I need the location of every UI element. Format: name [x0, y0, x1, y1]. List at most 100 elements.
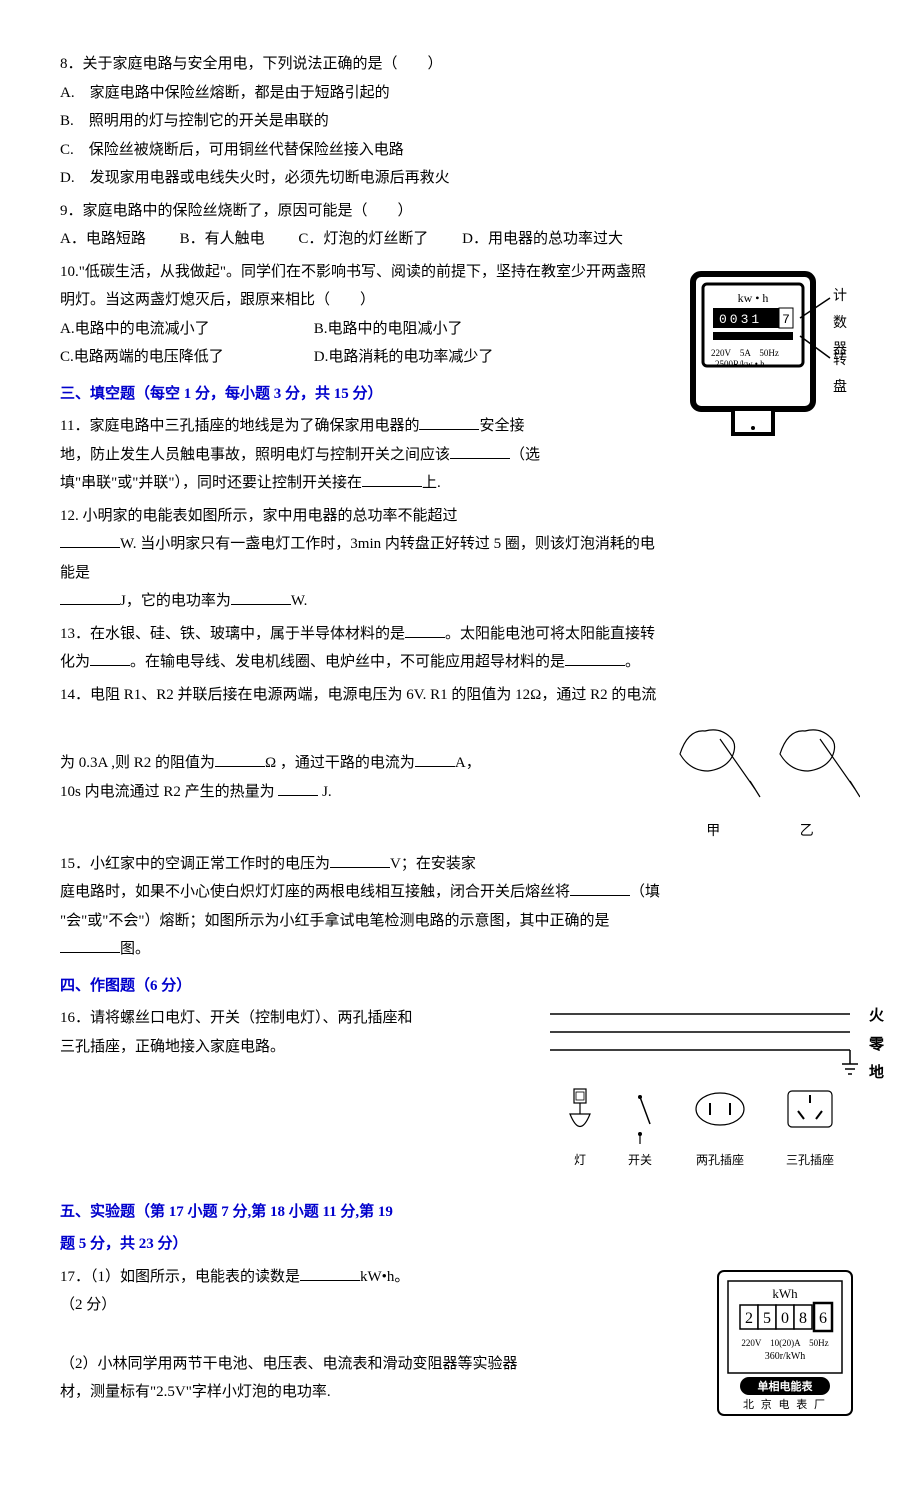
svg-text:6: 6 — [819, 1310, 827, 1327]
q14-c: Ω ，通过干路的电流为 — [265, 755, 415, 771]
svg-text:2: 2 — [745, 1310, 753, 1327]
blank — [231, 589, 291, 605]
circuit-svg: 灯 开关 两孔插座 三孔插座 — [550, 1004, 860, 1179]
label-fire: 火 — [869, 1002, 884, 1031]
meter-unit: kw • h — [738, 291, 769, 305]
question-17: kWh 2 5 0 8 6 220V 10(20)A 50Hz 360r/kWh… — [60, 1263, 860, 1434]
q15-f: 图。 — [120, 941, 150, 957]
blank — [60, 532, 120, 548]
q10-opt-d: D.电路消耗的电功率减少了 — [314, 343, 494, 372]
q11-f: 上. — [422, 475, 441, 491]
q11-a: 11．家庭电路中三孔插座的地线是为了确保家用电器的 — [60, 418, 419, 434]
q14-f: J. — [318, 784, 331, 800]
q15-d: （填 — [630, 884, 660, 900]
q13-c: 化为 — [60, 654, 90, 670]
q15-e: "会"或"不会"）熔断；如图所示为小红手拿试电笔检测电路的示意图，其中正确的是 — [60, 913, 610, 929]
q10-opt-a: A.电路中的电流减小了 — [60, 315, 280, 344]
svg-text:5: 5 — [763, 1310, 771, 1327]
svg-text:三孔插座: 三孔插座 — [786, 1152, 834, 1167]
q13-d: 。在输电导线、发电机线圈、电炉丝中，不可能应用超导材料的是 — [130, 654, 565, 670]
blank — [60, 589, 120, 605]
svg-text:北 京 电 表 厂: 北 京 电 表 厂 — [743, 1397, 827, 1411]
q9-opt-d: D．用电器的总功率过大 — [462, 225, 623, 254]
pen-diagram: 甲 乙 — [660, 709, 860, 846]
section-5-title-a: 五、实验题（第 17 小题 7 分,第 18 小题 11 分,第 19 — [60, 1198, 860, 1227]
q12-d: J，它的电功率为 — [120, 593, 231, 609]
question-14: 14．电阻 R1、R2 并联后接在电源两端，电源电压为 6V. R1 的阻值为 … — [60, 681, 860, 846]
question-12: 12. 小明家的电能表如图所示，家中用电器的总功率不能超过 W. 当小明家只有一… — [60, 502, 860, 616]
question-8: 8．关于家庭电路与安全用电，下列说法正确的是（ ） A. 家庭电路中保险丝熔断，… — [60, 50, 860, 193]
blank — [565, 650, 625, 666]
q8-stem: 8．关于家庭电路与安全用电，下列说法正确的是（ ） — [60, 50, 860, 79]
blank — [362, 471, 422, 487]
svg-text:灯: 灯 — [574, 1153, 586, 1167]
q8-opt-a: A. 家庭电路中保险丝熔断，都是由于短路引起的 — [60, 79, 860, 108]
section-4-title: 四、作图题（6 分） — [60, 972, 860, 1001]
q13-e: 。 — [625, 654, 640, 670]
blank — [278, 780, 318, 796]
svg-text:开关: 开关 — [628, 1153, 652, 1167]
blank — [405, 622, 445, 638]
svg-text:7: 7 — [782, 312, 790, 327]
blank — [215, 751, 265, 767]
label-ground: 地 — [869, 1059, 884, 1088]
q10-opt-b: B.电路中的电阻减小了 — [314, 315, 463, 344]
blank — [570, 880, 630, 896]
blank — [60, 937, 120, 953]
meter-specs-a: 220V 5A 50Hz — [711, 348, 779, 358]
q12-b: W. 当小明家只有一盏电灯工作时，3min 内转盘正好转过 5 圈，则该灯泡消耗… — [120, 536, 655, 552]
meter-label-disk: 转盘 — [833, 348, 860, 401]
q17-b: kW•h。 — [360, 1269, 409, 1285]
q9-stem: 9．家庭电路中的保险丝烧断了，原因可能是（ ） — [60, 197, 860, 226]
blank — [450, 443, 510, 459]
q15-c: 庭电路时，如果不小心使白炽灯灯座的两根电线相互接触，闭合开关后熔丝将 — [60, 884, 570, 900]
q11-e: 填"串联"或"并联"），同时还要让控制开关接在 — [60, 475, 362, 491]
svg-text:0031: 0031 — [719, 312, 762, 327]
blank — [90, 650, 130, 666]
q12-e: W. — [291, 593, 308, 609]
q8-opt-b: B. 照明用的灯与控制它的开关是串联的 — [60, 107, 860, 136]
svg-text:0: 0 — [781, 1310, 789, 1327]
question-9: 9．家庭电路中的保险丝烧断了，原因可能是（ ） A．电路短路 B．有人触电 C．… — [60, 197, 860, 254]
question-16: 火 零 地 — [60, 1004, 860, 1190]
q13-a: 13．在水银、硅、铁、玻璃中，属于半导体材料的是 — [60, 626, 405, 642]
meter-diagram: kw • h 0031 7 220V 5A 50Hz 2500R/kw • h … — [685, 266, 860, 446]
q8-opt-c: C. 保险丝被烧断后，可用铜丝代替保险丝接入电路 — [60, 136, 860, 165]
q14-e: 10s 内电流通过 R2 产生的热量为 — [60, 784, 278, 800]
q15-b: V；在安装家 — [390, 856, 476, 872]
blank — [330, 852, 390, 868]
blank — [419, 414, 479, 430]
svg-text:8: 8 — [799, 1310, 807, 1327]
svg-text:220V 10(20)A 50Hz: 220V 10(20)A 50Hz — [741, 1338, 828, 1348]
meter-specs-b: 2500R/kw • h — [715, 359, 765, 369]
question-10: 10."低碳生活，从我做起"。同学们在不影响书写、阅读的前提下，坚持在教室少开两… — [60, 258, 860, 372]
svg-text:两孔插座: 两孔插座 — [696, 1152, 744, 1167]
question-13: 13．在水银、硅、铁、玻璃中，属于半导体材料的是 。太阳能电池可将太阳能直接转 化… — [60, 620, 860, 677]
q14-d: A， — [455, 755, 481, 771]
q9-opt-a: A．电路短路 — [60, 225, 146, 254]
pen-svg — [660, 709, 860, 819]
q13-b: 。太阳能电池可将太阳能直接转 — [445, 626, 655, 642]
meter2-diagram: kWh 2 5 0 8 6 220V 10(20)A 50Hz 360r/kWh… — [710, 1263, 860, 1434]
blank — [300, 1265, 360, 1281]
svg-text:kWh: kWh — [772, 1286, 798, 1301]
q8-opt-d: D. 发现家用电器或电线失火时，必须先切断电源后再救火 — [60, 164, 860, 193]
question-15: 15．小红家中的空调正常工作时的电压为 V；在安装家 庭电路时，如果不小心使白炽灯… — [60, 850, 860, 964]
label-zero: 零 — [869, 1031, 884, 1060]
blank — [415, 751, 455, 767]
circuit-diagram: 火 零 地 — [550, 1004, 860, 1190]
q14-a: 14．电阻 R1、R2 并联后接在电源两端，电源电压为 6V. R1 的阻值为 … — [60, 681, 860, 710]
q17-c: （2 分） — [60, 1297, 116, 1313]
pen-left: 甲 — [668, 819, 758, 846]
q9-opt-b: B．有人触电 — [180, 225, 265, 254]
section-5-title-b: 题 5 分，共 23 分） — [60, 1230, 860, 1259]
q17-a: 17．（1）如图所示，电能表的读数是 — [60, 1269, 300, 1285]
pen-right: 乙 — [762, 819, 852, 846]
q11-d: （选 — [510, 447, 540, 463]
q15-a: 15．小红家中的空调正常工作时的电压为 — [60, 856, 330, 872]
q14-b: 为 0.3A ,则 R2 的阻值为 — [60, 755, 215, 771]
svg-text:单相电能表: 单相电能表 — [758, 1379, 814, 1393]
meter2-svg: kWh 2 5 0 8 6 220V 10(20)A 50Hz 360r/kWh… — [710, 1263, 860, 1423]
q10-opt-c: C.电路两端的电压降低了 — [60, 343, 280, 372]
q12-c: 能是 — [60, 565, 90, 581]
